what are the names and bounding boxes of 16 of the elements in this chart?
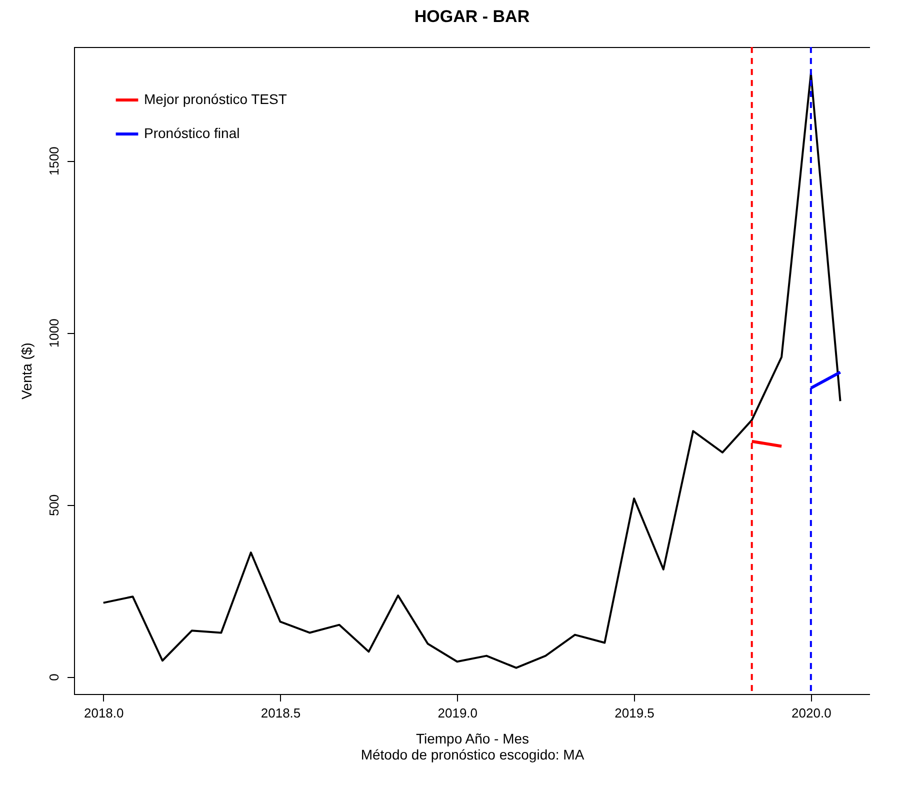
line-series (102, 72, 842, 669)
text: Método de pronóstico escogido: MA (360, 746, 585, 762)
x-tick-label: 2019.0 (438, 706, 478, 720)
x-tick-label: 2018.5 (260, 706, 301, 720)
chart-title: HOGAR - BAR (414, 7, 530, 26)
legend-label: Mejor pronóstico TEST (144, 91, 288, 107)
legend-label: Pronóstico final (144, 125, 240, 141)
x-axis-title: Tiempo Año - Mes (416, 730, 530, 746)
x-tick-label: 2018.0 (84, 706, 124, 720)
x-tick-label: 2019.5 (614, 706, 654, 720)
y-tick-label: 0 (46, 674, 62, 681)
x-tick-label: 2020.0 (792, 706, 832, 720)
y-tick-label: 500 (46, 494, 62, 516)
y-tick-label: 1000 (46, 318, 62, 348)
y-axis-title: Venta ($) (18, 342, 34, 400)
y-tick-label: 1500 (46, 146, 62, 176)
